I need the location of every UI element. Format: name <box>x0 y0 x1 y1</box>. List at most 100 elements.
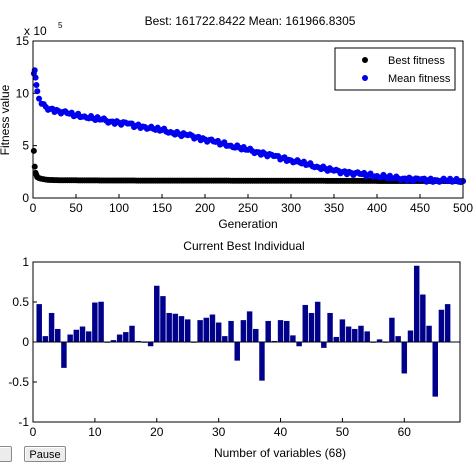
individual-bar <box>308 312 315 343</box>
legend-marker-best <box>362 57 368 63</box>
stop-button[interactable] <box>0 446 12 462</box>
fitness-x-tick-label: 400 <box>367 201 387 215</box>
legend-box <box>334 47 456 91</box>
individual-y-tick-label: -1 <box>18 415 29 429</box>
individual-bar <box>160 296 166 343</box>
mean-fitness-point <box>34 88 41 95</box>
fitness-x-tick-label: 300 <box>281 201 301 215</box>
individual-chart: Current Best Individual Number of variab… <box>8 239 461 460</box>
individual-bar <box>166 312 172 343</box>
individual-bar <box>444 304 451 343</box>
individual-bar <box>215 322 222 343</box>
individual-bar <box>178 316 185 343</box>
individual-x-tick-label: 10 <box>88 425 102 439</box>
fitness-plot-frame <box>32 40 464 199</box>
individual-bar <box>147 341 154 347</box>
fitness-y-tick-label: 15 <box>16 34 30 48</box>
individual-bar <box>61 341 67 368</box>
individual-bar <box>197 320 203 343</box>
individual-bar <box>55 328 61 343</box>
fitness-legend: Best fitness Mean fitness <box>334 47 456 91</box>
fitness-exponent-label: x 10 <box>24 24 47 38</box>
individual-bar <box>253 328 259 343</box>
individual-bar <box>314 301 321 343</box>
individual-bar <box>395 336 401 343</box>
mean-fitness-point <box>36 95 43 102</box>
fitness-exponent-power: 5 <box>58 21 63 30</box>
individual-bar <box>333 336 339 343</box>
individual-bar <box>228 320 234 343</box>
individual-bar <box>79 326 86 343</box>
individual-bar <box>209 314 216 343</box>
individual-bar <box>92 302 98 343</box>
individual-bar <box>426 325 432 343</box>
fitness-series <box>30 67 466 186</box>
individual-bar <box>129 325 135 343</box>
individual-bar <box>154 285 160 343</box>
individual-bar <box>302 304 309 343</box>
individual-bar <box>67 334 73 343</box>
individual-bar <box>85 331 92 343</box>
legend-label-best: Best fitness <box>388 55 445 67</box>
legend-marker-mean <box>362 75 368 81</box>
individual-bar <box>203 317 210 343</box>
individual-bar <box>339 319 346 343</box>
individual-bar <box>240 320 247 343</box>
individual-bar <box>358 325 364 343</box>
best-fitness-point <box>30 147 37 154</box>
individual-bar <box>36 304 42 343</box>
individual-x-tick-label: 50 <box>336 425 350 439</box>
individual-x-tick-label: 40 <box>274 425 288 439</box>
fitness-x-tick-label: 50 <box>69 201 83 215</box>
pause-button[interactable]: Pause <box>24 446 66 462</box>
individual-bar <box>98 301 104 343</box>
individual-bar <box>259 341 265 381</box>
individual-bar <box>345 326 352 343</box>
fitness-x-tick-label: 450 <box>410 201 430 215</box>
individual-bar <box>184 319 191 343</box>
individual-bar <box>407 330 414 343</box>
individual-bar <box>401 341 408 374</box>
individual-bar <box>327 312 333 343</box>
fitness-x-tick-label: 100 <box>109 201 129 215</box>
individual-bar <box>48 312 55 343</box>
individual-bar <box>389 317 395 343</box>
individual-y-tick-label: 1 <box>22 255 29 269</box>
individual-bar <box>420 294 426 343</box>
individual-x-tick-label: 30 <box>212 425 226 439</box>
individual-bar <box>73 329 80 343</box>
fitness-y-tick-label: 0 <box>22 191 29 205</box>
individual-y-tick-label: 0.5 <box>12 295 29 309</box>
legend-label-mean: Mean fitness <box>388 73 451 85</box>
individual-bar <box>277 320 284 343</box>
individual-bar <box>296 341 302 347</box>
individual-x-axis-label: Number of variables (68) <box>214 446 346 460</box>
individual-bar <box>283 320 290 343</box>
individual-bars <box>36 265 451 397</box>
individual-bar <box>432 341 438 397</box>
mean-fitness-point <box>33 81 40 88</box>
individual-bar <box>234 341 240 361</box>
individual-bar <box>290 335 296 343</box>
individual-bar <box>123 332 129 343</box>
fitness-x-tick-label: 200 <box>195 201 215 215</box>
fitness-y-tick-label: 5 <box>22 139 29 153</box>
individual-chart-title: Current Best Individual <box>183 239 304 253</box>
individual-x-tick-label: 20 <box>150 425 164 439</box>
individual-bar <box>246 311 253 343</box>
individual-bar <box>42 336 49 343</box>
fitness-x-tick-label: 250 <box>238 201 258 215</box>
fitness-x-tick-label: 0 <box>30 201 37 215</box>
individual-bar <box>222 336 228 343</box>
fitness-y-axis-label: Fitness value <box>0 84 12 155</box>
individual-bar <box>352 328 358 343</box>
individual-bar <box>438 309 445 343</box>
individual-axis-ticks: 0 10 20 30 40 50 60 -1 -0.5 0 0.5 1 <box>8 255 411 439</box>
fitness-x-tick-label: 350 <box>324 201 344 215</box>
individual-bar <box>321 341 327 348</box>
individual-bar <box>116 334 123 343</box>
individual-x-tick-label: 0 <box>30 425 37 439</box>
individual-bar <box>413 265 420 343</box>
fitness-x-tick-label: 500 <box>453 201 473 215</box>
